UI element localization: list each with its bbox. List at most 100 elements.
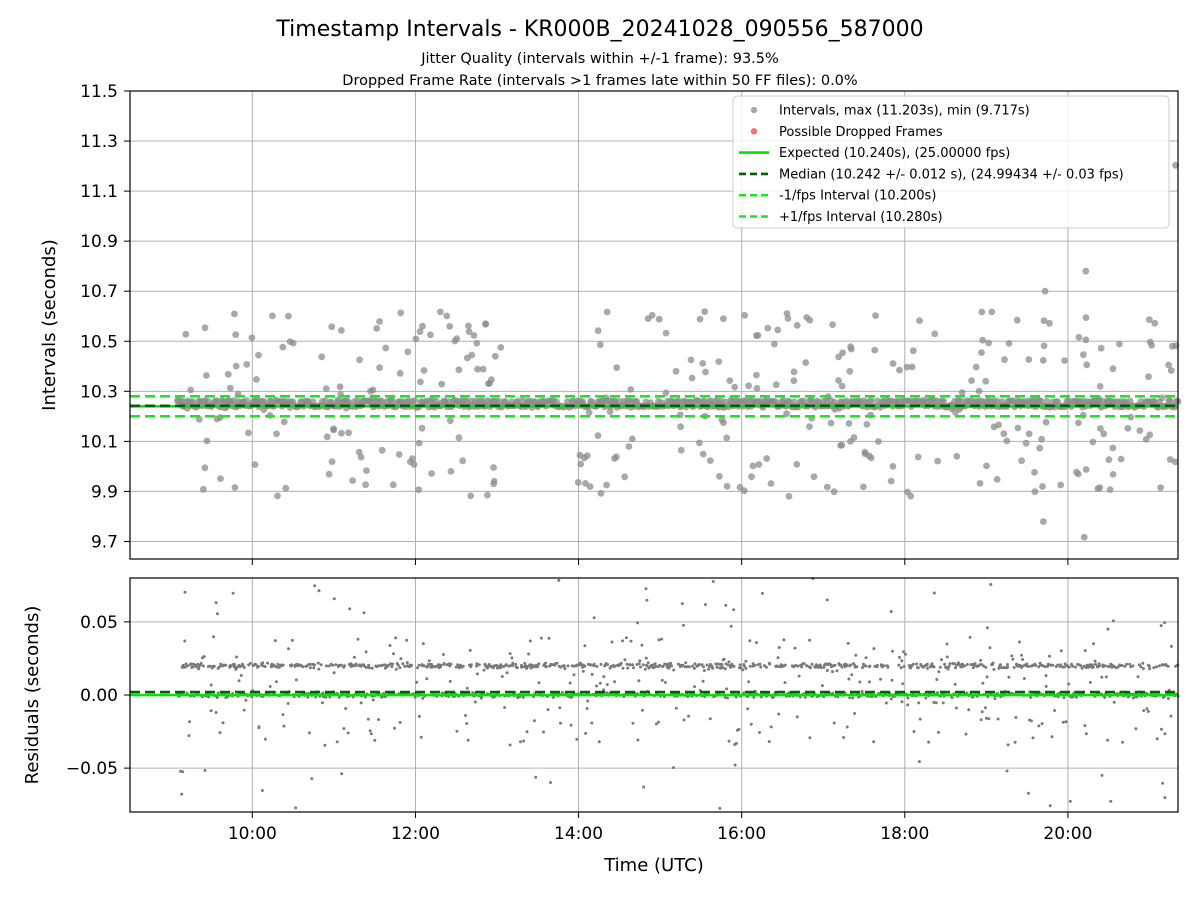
residual-point <box>365 666 368 669</box>
residual-point <box>403 664 407 668</box>
residual-point <box>595 664 599 668</box>
residual-point <box>597 740 601 744</box>
residual-point <box>973 662 977 666</box>
residual-point <box>1163 732 1167 736</box>
residual-point <box>965 663 969 666</box>
interval-point <box>958 389 966 396</box>
interval-point <box>716 472 723 480</box>
residual-point <box>654 664 658 668</box>
interval-point <box>490 464 497 471</box>
interval-point-extreme <box>1082 267 1090 275</box>
interval-point <box>323 433 331 441</box>
residual-point <box>189 662 193 666</box>
residual-point <box>957 662 961 666</box>
residual-point <box>398 720 402 724</box>
residual-point <box>643 667 647 671</box>
residual-point <box>308 666 312 670</box>
interval-point <box>621 473 628 481</box>
residual-point <box>1141 661 1145 665</box>
residual-point <box>377 664 381 668</box>
chart-subtitle-jitter: Jitter Quality (intervals within +/-1 fr… <box>420 51 779 67</box>
residual-point <box>348 607 352 611</box>
residual-point <box>753 663 757 667</box>
interval-point <box>990 423 998 431</box>
residual-point <box>752 695 756 699</box>
residual-point <box>1005 769 1009 773</box>
residual-point <box>401 662 405 666</box>
residual-point <box>1026 665 1030 668</box>
residual-point <box>937 670 941 674</box>
residual-point <box>332 597 336 601</box>
residual-point <box>563 667 567 671</box>
residual-point <box>805 664 809 668</box>
residual-point <box>359 701 363 705</box>
residual-point <box>749 722 753 726</box>
residual-point <box>732 664 736 668</box>
residual-point <box>242 708 246 712</box>
residual-point <box>377 718 380 721</box>
interval-point <box>420 367 428 374</box>
residual-point <box>421 642 425 646</box>
residual-point <box>968 635 972 639</box>
y-tick-label: 10.5 <box>80 332 118 352</box>
residual-point <box>1109 799 1113 803</box>
residual-point <box>595 684 598 688</box>
residual-point <box>589 663 593 667</box>
interval-point <box>418 424 426 432</box>
residual-point <box>632 666 636 670</box>
residual-point <box>613 680 617 684</box>
interval-point <box>1018 457 1025 465</box>
interval-point <box>1039 483 1046 490</box>
interval-point <box>201 324 209 332</box>
residual-point <box>552 696 555 699</box>
interval-point <box>603 308 611 316</box>
residual-point <box>890 678 894 682</box>
residual-point <box>889 610 893 613</box>
residual-point <box>901 682 905 686</box>
interval-point <box>1083 361 1091 369</box>
residual-point <box>532 719 536 723</box>
residual-point <box>337 695 341 699</box>
interval-point <box>396 369 404 377</box>
residual-point <box>833 663 837 667</box>
y-tick-label: 10.9 <box>80 232 118 252</box>
residual-point <box>367 666 371 670</box>
residual-point <box>495 664 499 667</box>
residual-point <box>963 664 967 668</box>
chart-title: Timestamp Intervals - KR000B_20241028_09… <box>275 17 923 42</box>
residual-point <box>248 661 252 665</box>
residual-point <box>897 663 901 667</box>
interval-point <box>574 479 582 486</box>
legend-marker <box>750 128 758 135</box>
residual-point <box>1160 663 1164 667</box>
residual-point <box>369 732 373 736</box>
residual-point <box>203 768 207 772</box>
residual-point <box>199 661 203 665</box>
y-tick-label: 10.1 <box>80 432 118 452</box>
residual-point <box>209 683 213 687</box>
interval-point <box>1168 342 1176 350</box>
residual-point <box>681 623 685 627</box>
interval-point <box>441 398 449 405</box>
interval-point <box>243 361 251 368</box>
residual-point <box>1157 664 1161 668</box>
interval-point <box>491 352 499 360</box>
interval-point <box>274 492 281 500</box>
residual-point <box>523 661 527 665</box>
interval-point <box>867 454 875 462</box>
interval-point <box>201 464 209 472</box>
residual-point <box>349 662 353 666</box>
residual-point <box>819 666 823 669</box>
residual-point <box>1068 799 1072 803</box>
residual-point <box>793 646 797 650</box>
residual-point <box>186 664 190 668</box>
residual-point <box>606 663 610 666</box>
interval-point <box>1038 435 1045 443</box>
interval-point <box>699 360 707 367</box>
residual-point <box>1027 791 1030 795</box>
interval-point <box>909 347 917 355</box>
interval-point <box>338 429 345 437</box>
residual-point <box>583 644 587 648</box>
residual-point <box>680 602 684 606</box>
